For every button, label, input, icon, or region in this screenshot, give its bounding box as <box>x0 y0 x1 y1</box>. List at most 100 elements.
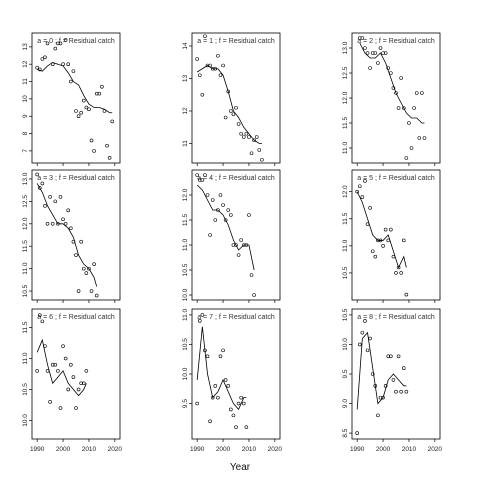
data-point <box>216 53 220 58</box>
data-point <box>422 136 427 140</box>
y-tick-label: 11.5 <box>182 214 189 227</box>
y-tick-label: 9.0 <box>342 399 349 408</box>
data-point <box>236 253 241 257</box>
panel-4: a = 4 ; f = Residual catch 10.0 10.5 11.0 11… <box>182 169 281 303</box>
data-point <box>221 63 225 68</box>
y-tick-label: 12.5 <box>22 195 29 208</box>
data-point <box>210 66 215 71</box>
data-point <box>365 348 370 353</box>
data-point <box>381 395 385 400</box>
data-point <box>71 239 76 244</box>
data-point <box>247 213 251 217</box>
y-tick-label: 11 <box>182 140 189 147</box>
data-point <box>386 238 391 243</box>
data-point <box>394 389 398 394</box>
data-point <box>63 356 68 361</box>
data-point <box>210 395 215 400</box>
data-point <box>357 36 362 40</box>
data-point <box>247 135 251 139</box>
data-point <box>396 354 401 359</box>
data-point <box>391 254 396 259</box>
data-point <box>102 109 107 113</box>
data-point <box>355 189 359 194</box>
data-point <box>412 106 416 110</box>
data-point <box>48 400 52 404</box>
data-point <box>200 178 205 182</box>
data-point <box>61 344 65 348</box>
panel-title: a = 2 ; f = Residual catch <box>357 38 435 45</box>
x-tick-label: 2000 <box>56 446 71 453</box>
data-point <box>40 319 45 324</box>
data-point <box>365 222 370 226</box>
data-point <box>216 208 220 212</box>
data-point <box>386 66 391 70</box>
data-point <box>399 389 403 394</box>
data-point <box>205 354 210 359</box>
data-point <box>360 330 365 335</box>
data-point <box>383 51 388 55</box>
y-tick-label: 11.0 <box>182 308 189 321</box>
panel-3: a = 3 ; f = Residual catch 10.5 11.0 11.5 12… <box>22 169 121 303</box>
data-point <box>74 253 78 257</box>
data-point <box>213 66 218 71</box>
fit-line <box>356 331 407 410</box>
y-tick-label: 11.0 <box>342 142 349 155</box>
data-point <box>66 387 71 392</box>
y-tick-label: 8 <box>22 131 29 135</box>
data-point <box>61 62 65 66</box>
panel-frame <box>351 32 441 164</box>
data-point <box>399 76 403 80</box>
x-axis-title: Year <box>230 462 251 473</box>
data-point <box>252 138 256 143</box>
data-point <box>213 384 218 388</box>
panel-title: a = 5 ; f = Residual catch <box>357 175 435 182</box>
data-point <box>58 195 63 199</box>
panel-8: a = 8 ; f = Residual catch 8.5 9.0 9.5 10.0 1… <box>342 308 442 453</box>
data-point <box>391 86 396 90</box>
data-point <box>76 114 81 118</box>
data-point <box>89 289 94 293</box>
data-point <box>399 271 403 275</box>
y-tick-label: 11.5 <box>22 240 29 253</box>
data-point <box>79 381 83 386</box>
data-point <box>58 41 63 46</box>
data-point <box>401 366 406 370</box>
y-tick-label: 12.0 <box>22 217 29 230</box>
panel-1: a = 1 ; f = Residual catch 11 12 13 14 <box>182 32 281 166</box>
y-tick-label: 10.5 <box>342 308 349 321</box>
data-point <box>368 206 372 210</box>
data-point <box>378 238 383 243</box>
data-point <box>365 51 370 55</box>
data-point <box>56 41 60 46</box>
data-point <box>71 69 76 73</box>
y-tick-label: 9 <box>22 114 29 118</box>
panel-title: a = 8 ; f = Residual catch <box>357 314 435 321</box>
panel-frame <box>351 308 441 440</box>
data-point <box>97 91 102 96</box>
x-tick-label: 1990 <box>350 446 365 453</box>
data-point <box>35 369 39 373</box>
data-point <box>363 179 367 183</box>
y-tick-label: 10.0 <box>182 288 189 301</box>
data-point <box>84 271 89 275</box>
data-point <box>241 135 246 139</box>
data-point <box>260 157 264 162</box>
x-tick-label: 1990 <box>30 446 45 453</box>
data-point <box>249 273 254 277</box>
panel-7: a = 7 ; f = Residual catch 9.5 10.0 10.5 11.… <box>182 308 282 453</box>
data-point <box>107 156 112 160</box>
data-point <box>226 208 231 212</box>
y-tick-label: 13 <box>182 75 189 83</box>
data-point <box>389 354 393 359</box>
x-tick-label: 2010 <box>402 446 417 453</box>
data-point <box>208 63 212 68</box>
y-tick-label: 10.5 <box>342 266 349 279</box>
data-point <box>357 184 362 189</box>
panel-title: a = 6 ; f = Residual catch <box>37 314 115 321</box>
data-point <box>94 91 99 96</box>
data-point <box>200 92 205 97</box>
data-point <box>373 254 378 259</box>
data-point <box>43 204 47 208</box>
panel-title: a = 4 ; f = Residual catch <box>197 175 275 182</box>
data-point <box>368 336 372 341</box>
